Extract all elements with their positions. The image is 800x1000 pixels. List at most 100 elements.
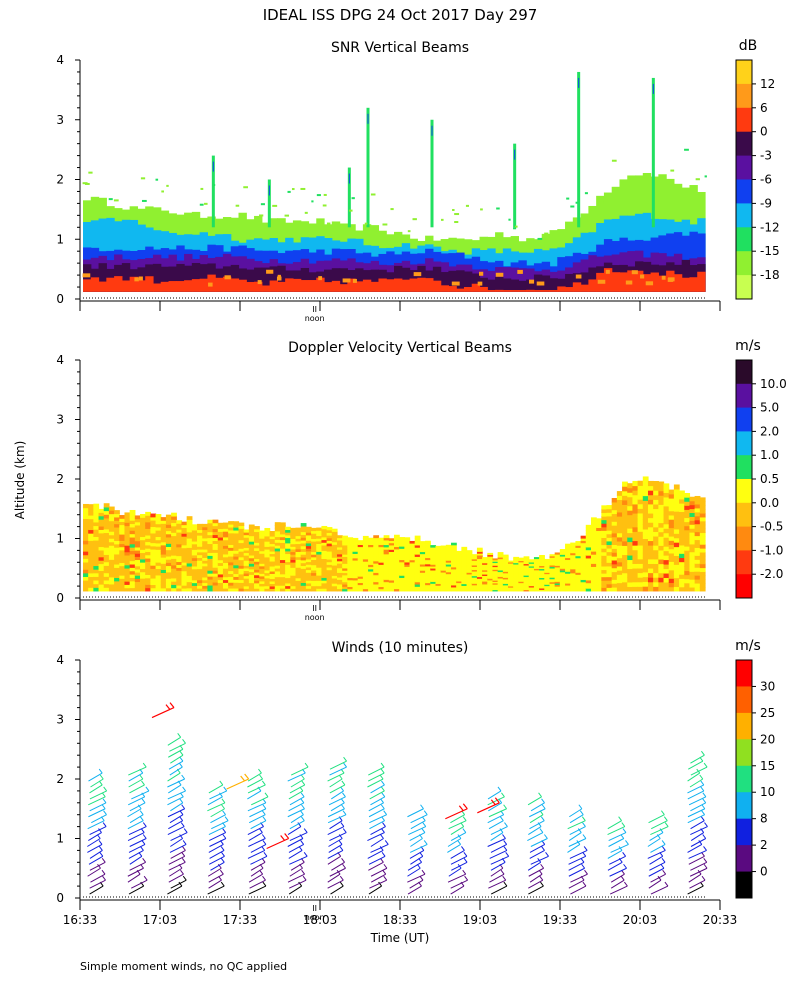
wind-barb [450,826,464,836]
doppler-cell [176,587,183,592]
doppler-cell [362,579,369,583]
doppler-cell [668,498,675,503]
doppler-cell [570,584,577,588]
doppler-cell [103,565,110,570]
wind-barb [87,844,103,853]
doppler-cell [528,560,535,563]
doppler-cell [228,587,234,592]
doppler-cell [197,554,203,558]
doppler-cell [528,568,535,571]
doppler-cell [528,565,535,568]
doppler-cell [181,556,188,560]
wind-barb [248,814,266,824]
doppler-cell [388,588,395,592]
doppler-cell [430,587,437,590]
doppler-cell [445,544,452,548]
doppler-cell [554,571,561,574]
doppler-cell [622,527,628,533]
doppler-cell [160,560,167,564]
doppler-cell [476,558,483,561]
snr-dot [323,193,327,196]
wind-barb [368,855,386,865]
doppler-cell [305,582,312,587]
doppler-cell [264,533,271,537]
snr-cell [650,272,659,292]
doppler-cell [611,548,618,553]
doppler-cell [160,584,167,589]
doppler-cell [554,570,561,573]
doppler-cell [637,567,644,574]
wind-barb [688,796,707,806]
doppler-cell [616,491,623,496]
doppler-cell [632,554,639,560]
doppler-cell [295,577,302,581]
doppler-cell [145,541,151,546]
doppler-cell [98,525,105,530]
doppler-cell [601,530,608,535]
doppler-cell [461,579,468,583]
colorbar-swatch [736,227,752,252]
doppler-cell [202,568,208,572]
wind-barb-flag [622,828,627,833]
doppler-cell [694,586,701,592]
doppler-cell [378,559,385,563]
doppler-cell [508,575,514,578]
doppler-cell [233,550,240,554]
snr-cell [533,290,543,292]
doppler-cell [88,543,94,549]
doppler-cell [305,566,312,571]
wind-barb [207,802,226,812]
doppler-cell [129,530,136,535]
doppler-cell [658,577,665,583]
colorbar-swatch [736,275,752,300]
doppler-cell [181,567,188,572]
doppler-cell [642,514,649,520]
doppler-cell [684,578,691,584]
doppler-cell [523,569,530,572]
doppler-cell [160,569,167,574]
wind-barb-flag [661,857,666,863]
doppler-cell [383,579,390,583]
wind-barb-flag [220,846,225,851]
doppler-cell [513,582,519,585]
doppler-cell [528,559,535,562]
doppler-cell [523,587,530,591]
doppler-cell [425,555,431,559]
doppler-cell [663,550,670,556]
doppler-cell [259,570,266,574]
doppler-cell [140,562,146,566]
doppler-cell [642,533,649,540]
doppler-cell [285,537,291,541]
doppler-cell [248,524,255,528]
doppler-cell [279,585,286,589]
doppler-cell [274,579,281,583]
doppler-cell [388,557,395,561]
colorbar-swatch [736,83,752,109]
wind-barb-flag [383,863,388,869]
doppler-cell [145,534,151,539]
doppler-cell [197,526,203,531]
doppler-cell [404,581,411,585]
wind-barb [327,814,347,824]
doppler-cell [518,577,525,579]
doppler-cell [233,527,240,531]
doppler-cell [684,541,691,547]
doppler-cell [357,580,364,584]
doppler-cell [461,578,468,581]
doppler-cell [357,546,364,550]
doppler-cell [684,529,691,535]
doppler-cell [580,586,587,590]
doppler-cell [658,508,665,515]
doppler-cell [699,501,706,506]
doppler-cell [622,522,628,528]
doppler-cell [129,547,136,552]
doppler-cell [394,544,400,548]
doppler-cell [404,568,411,572]
doppler-cell [419,557,426,561]
doppler-cell [165,540,172,544]
doppler-cell [88,583,94,588]
doppler-cell [311,582,317,587]
doppler-cell [471,570,478,574]
doppler-cell [321,571,328,576]
doppler-cell [316,567,323,571]
